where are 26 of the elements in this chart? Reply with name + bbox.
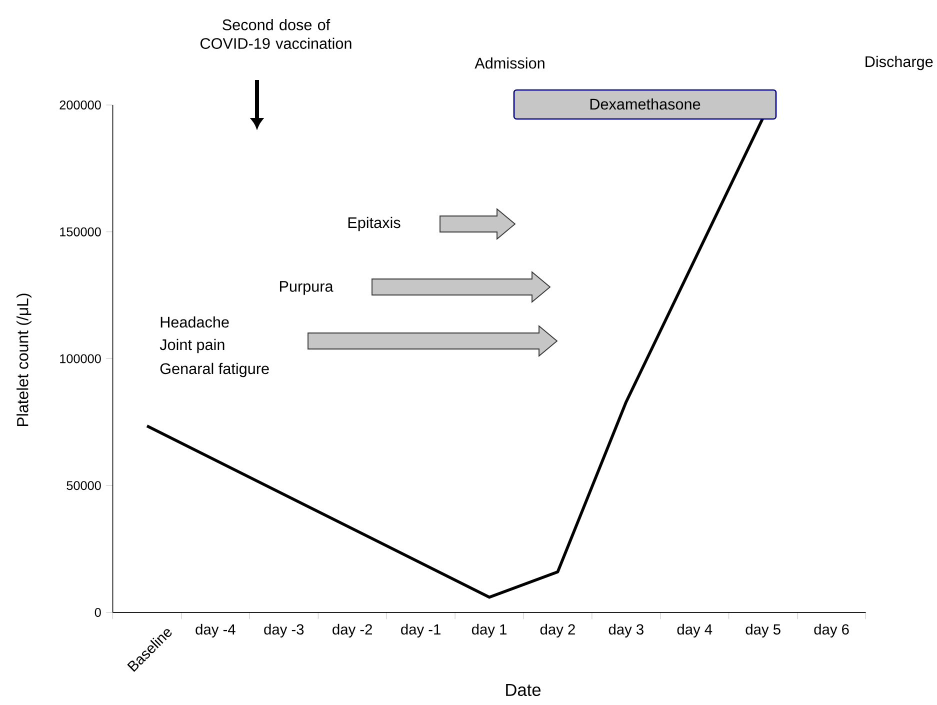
y-axis-title: Platelet count (/μL) <box>16 294 32 426</box>
y-tick-label: 150000 <box>60 227 101 236</box>
annotation: Purpura <box>280 281 334 295</box>
annotation: Epitaxis <box>348 216 400 232</box>
y-tick-label: 50000 <box>66 481 101 490</box>
y-tick-label: 0 <box>94 608 101 617</box>
x-axis-title: Date <box>506 684 541 696</box>
annotation: Joint pain <box>160 338 224 354</box>
y-tick-label: 200000 <box>60 100 101 110</box>
x-tick-label: day 2 <box>540 624 575 638</box>
annotation: Dexamethasone <box>590 98 700 110</box>
y-tick-label: 100000 <box>60 354 101 364</box>
text: Second dose of COVID-19 vaccination <box>200 19 352 49</box>
annotation: Genaral fatigure <box>160 362 269 378</box>
text: Discharge <box>866 56 933 70</box>
x-tick-label: day -2 <box>332 624 372 638</box>
x-tick-label: day -1 <box>401 624 440 638</box>
x-tick-label: day 1 <box>472 624 506 638</box>
x-tick-label: day -4 <box>196 624 236 638</box>
x-tick-label: day 4 <box>677 624 712 638</box>
x-tick-label: day 6 <box>814 624 849 638</box>
x-tick-label: day 5 <box>746 624 780 638</box>
text: Admission <box>474 57 544 69</box>
annotation: Headache <box>160 316 229 328</box>
x-tick-label: day 3 <box>608 624 644 638</box>
x-tick-label: day -3 <box>264 624 304 638</box>
